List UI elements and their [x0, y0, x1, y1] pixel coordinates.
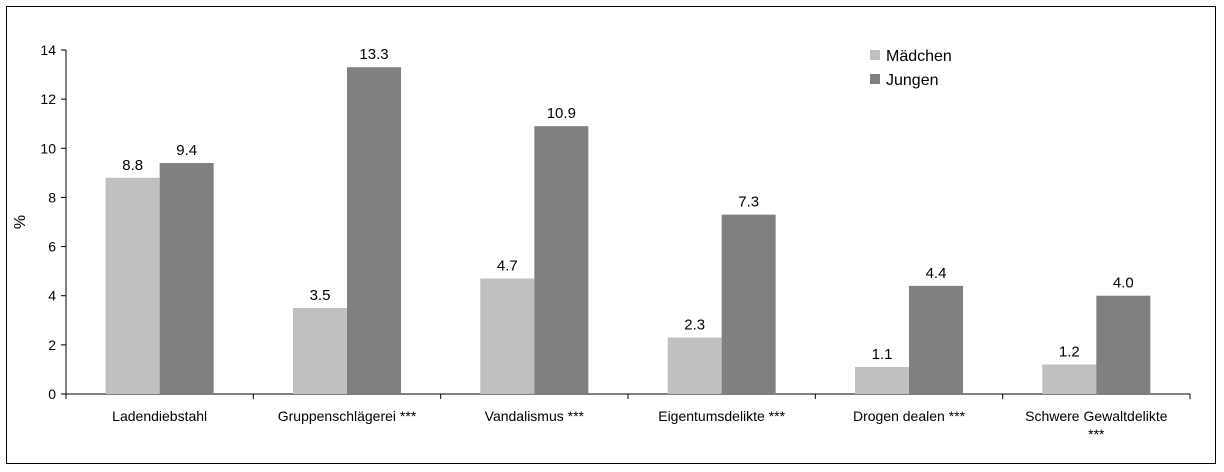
data-label: 4.4 [926, 265, 947, 282]
data-label: 3.5 [310, 287, 331, 304]
data-label: 13.3 [359, 46, 388, 63]
x-category-label: Eigentumsdelikte *** [658, 408, 785, 424]
x-category-label: Vandalismus *** [485, 408, 585, 424]
y-axis-label: % [12, 215, 29, 229]
legend-swatch [870, 50, 880, 60]
legend: Mädchen Jungen [870, 48, 952, 89]
bar-jungen [721, 214, 776, 394]
data-label: 7.3 [738, 194, 759, 211]
bars [105, 67, 1151, 395]
data-label: 9.4 [176, 142, 197, 159]
bar-maedchen [105, 177, 160, 394]
data-label: 8.8 [122, 157, 143, 174]
labels: 8.8 9.4 Ladendiebstahl 3.5 13.3 Gruppenschläg… [112, 46, 1168, 442]
y-tick-label: 0 [48, 386, 56, 402]
x-category-label: Gruppenschlägerei *** [278, 408, 417, 424]
x-category-label: Schwere Gewaltdelikte [1025, 408, 1168, 424]
bar-maedchen [855, 366, 909, 394]
x-category-label: *** [1088, 426, 1105, 442]
bar-jungen [909, 285, 963, 394]
legend-label: Jungen [886, 72, 939, 89]
data-label: 10.9 [547, 105, 576, 122]
y-tick-label: 14 [40, 42, 56, 58]
axes: 0 2 4 6 8 10 12 14% [12, 42, 1191, 402]
y-tick-label: 12 [40, 91, 56, 107]
bar-maedchen [1042, 364, 1097, 394]
legend-swatch [870, 74, 880, 84]
bar-jungen [1096, 295, 1151, 394]
bar-maedchen [667, 337, 722, 394]
x-category-label: Ladendiebstahl [112, 408, 207, 424]
y-tick-label: 8 [48, 189, 56, 205]
y-tick-label: 2 [48, 337, 56, 353]
y-tick-label: 4 [48, 288, 56, 304]
bar-jungen [534, 126, 589, 395]
data-label: 4.0 [1113, 275, 1134, 292]
data-label: 2.3 [684, 316, 705, 333]
legend-label: Mädchen [886, 48, 952, 65]
bar-maedchen [293, 308, 347, 394]
data-label: 4.7 [497, 258, 518, 275]
x-category-label: Drogen dealen *** [853, 408, 966, 424]
y-tick-label: 6 [48, 239, 56, 255]
data-label: 1.1 [872, 346, 893, 363]
bar-maedchen [480, 278, 535, 394]
y-tick-label: 10 [40, 140, 56, 156]
bar-jungen [159, 163, 214, 394]
data-label: 1.2 [1059, 344, 1080, 361]
bar-jungen [347, 67, 401, 394]
